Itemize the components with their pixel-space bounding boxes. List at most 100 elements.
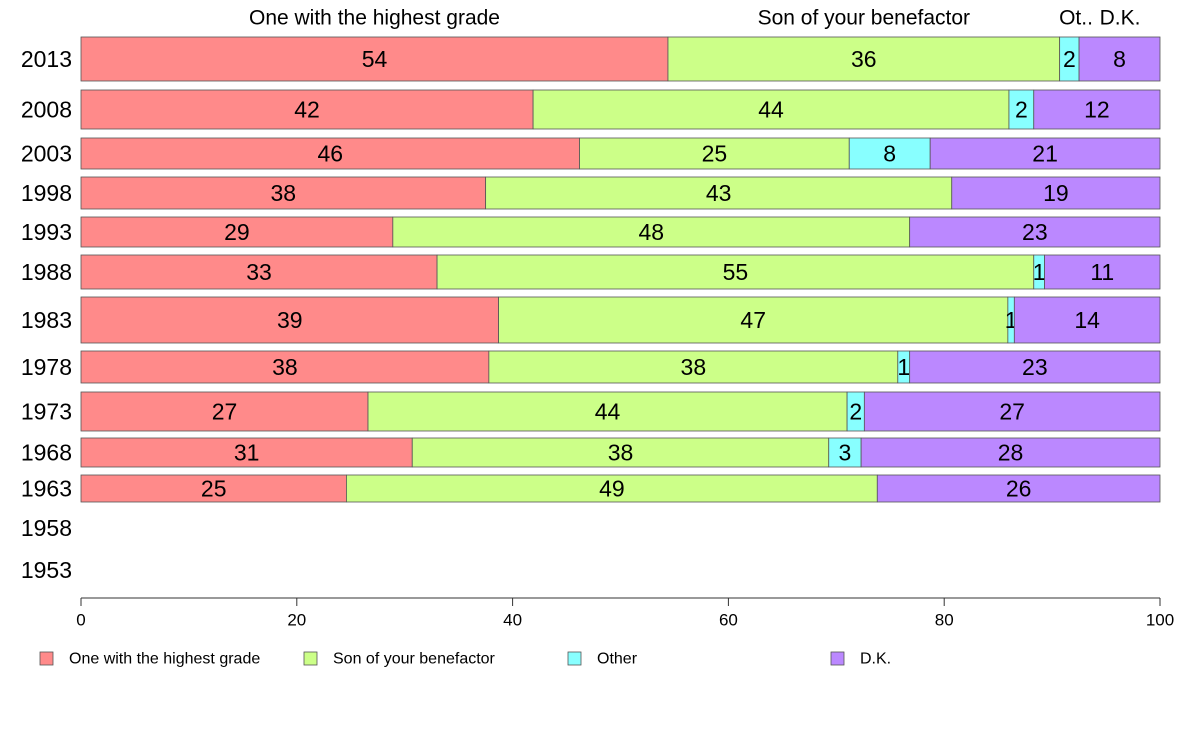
data-label-1968-series-0: 31: [234, 440, 260, 466]
bar-1988-series-0: [80, 254, 438, 290]
data-label-1963-series-0: 25: [201, 476, 227, 502]
bar-1993-series-3: [909, 216, 1161, 248]
data-label-1968-series-2: 3: [839, 440, 852, 466]
data-label-2008-series-2: 2: [1015, 97, 1028, 123]
data-label-1973-series-3: 27: [999, 399, 1025, 425]
data-label-1993-series-3: 23: [1022, 219, 1048, 245]
bar-1968-series-3: [860, 437, 1161, 468]
data-label-1978-series-2: 1: [897, 354, 910, 380]
bar-1968-series-0: [80, 437, 413, 468]
data-label-1963-series-3: 26: [1006, 476, 1032, 502]
data-label-1968-series-3: 28: [998, 440, 1024, 466]
year-labels: 2013 2008 2003 1998 1993 1988 1983 1978 1973 1968…: [21, 46, 72, 583]
data-label-2013-series-0: 54: [362, 46, 388, 72]
bar-2013-series-3: [1078, 36, 1161, 82]
data-label-1973-series-1: 44: [595, 399, 621, 425]
bar-1973-series-3: [863, 391, 1161, 432]
legend-label-1: Son of your benefactor: [333, 651, 496, 668]
year-label-2013: 2013: [21, 46, 72, 72]
bar-1973-series-0: [80, 391, 369, 432]
year-label-1988: 1988: [21, 259, 72, 285]
bar-1978-series-1: [488, 350, 899, 384]
column-headers: One with the highest grade Son of your be…: [249, 7, 1140, 30]
bar-1998-series-0: [80, 176, 487, 210]
year-label-2008: 2008: [21, 97, 72, 123]
data-label-2013-series-3: 8: [1113, 46, 1126, 72]
bar-2003-series-1: [579, 137, 850, 170]
year-label-1993: 1993: [21, 219, 72, 245]
year-label-1958: 1958: [21, 515, 72, 541]
bar-2013-series-0: [80, 36, 669, 82]
data-label-1993-series-0: 29: [224, 219, 250, 245]
data-label-1983-series-3: 14: [1074, 307, 1100, 333]
data-label-2008-series-0: 42: [294, 97, 320, 123]
bar-1988-series-3: [1044, 254, 1161, 290]
data-label-1998-series-0: 38: [271, 180, 297, 206]
bar-1963-series-3: [876, 474, 1161, 503]
bar-1998-series-3: [951, 176, 1161, 210]
legend-swatch-0: [39, 651, 54, 666]
bar-2008-series-0: [80, 89, 534, 130]
bar-1978-series-3: [909, 350, 1161, 384]
data-label-2003-series-2: 8: [883, 141, 896, 167]
bar-1993-series-1: [392, 216, 911, 248]
legend-swatch-2: [567, 651, 582, 666]
data-label-2013-series-1: 36: [851, 46, 877, 72]
x-tick-label-0: 0: [76, 611, 85, 630]
bar-1988-series-1: [436, 254, 1035, 290]
x-axis: 0 20 40 60 80 100: [76, 597, 1174, 630]
legend-swatch-3: [830, 651, 845, 666]
data-label-1978-series-0: 38: [272, 354, 298, 380]
bar-2008-series-1: [532, 89, 1010, 130]
legend-swatch-1: [303, 651, 318, 666]
legend: One with the highest grade Son of your be…: [39, 651, 891, 668]
bar-1963-series-0: [80, 474, 347, 503]
bar-1968-series-2: [828, 437, 862, 468]
column-header-3: D.K.: [1100, 7, 1141, 30]
bar-1963-series-1: [346, 474, 878, 503]
bar-2013-series-1: [667, 36, 1061, 82]
year-label-1973: 1973: [21, 399, 72, 425]
legend-label-2: Other: [597, 651, 638, 668]
year-label-1963: 1963: [21, 476, 72, 502]
legend-label-0: One with the highest grade: [69, 651, 260, 668]
data-label-2003-series-1: 25: [702, 141, 728, 167]
year-label-1983: 1983: [21, 307, 72, 333]
x-tick-label-20: 20: [287, 611, 306, 630]
data-label-1998-series-3: 19: [1043, 180, 1069, 206]
x-tick-label-60: 60: [719, 611, 738, 630]
data-label-2003-series-3: 21: [1032, 141, 1058, 167]
bar-1983-series-3: [1013, 296, 1161, 344]
data-label-1983-series-0: 39: [277, 307, 303, 333]
x-tick-label-100: 100: [1146, 611, 1174, 630]
bar-1983-series-1: [498, 296, 1009, 344]
data-label-2008-series-1: 44: [758, 97, 784, 123]
data-label-2008-series-3: 12: [1084, 97, 1110, 123]
data-label-1998-series-1: 43: [706, 180, 732, 206]
bar-2003-series-0: [80, 137, 580, 170]
year-label-1953: 1953: [21, 557, 72, 583]
bar-1978-series-0: [80, 350, 490, 384]
legend-label-3: D.K.: [860, 651, 891, 668]
column-header-0: One with the highest grade: [249, 7, 500, 30]
data-label-1968-series-1: 38: [608, 440, 634, 466]
data-label-1978-series-3: 23: [1022, 354, 1048, 380]
data-label-1988-series-1: 55: [723, 259, 749, 285]
data-label-1988-series-0: 33: [246, 259, 272, 285]
bar-2008-series-2: [1008, 89, 1035, 130]
data-label-1988-series-3: 11: [1090, 259, 1114, 285]
bar-2003-series-2: [848, 137, 931, 170]
x-tick-label-80: 80: [935, 611, 954, 630]
data-label-1963-series-1: 49: [599, 476, 625, 502]
bar-1998-series-1: [485, 176, 953, 210]
data-label-2013-series-2: 2: [1063, 46, 1076, 72]
data-label-2003-series-0: 46: [317, 141, 343, 167]
year-label-2003: 2003: [21, 141, 72, 167]
x-tick-label-40: 40: [503, 611, 522, 630]
year-label-1978: 1978: [21, 354, 72, 380]
bar-1993-series-0: [80, 216, 394, 248]
data-label-1993-series-1: 48: [638, 219, 664, 245]
column-header-1: Son of your benefactor: [758, 7, 970, 30]
